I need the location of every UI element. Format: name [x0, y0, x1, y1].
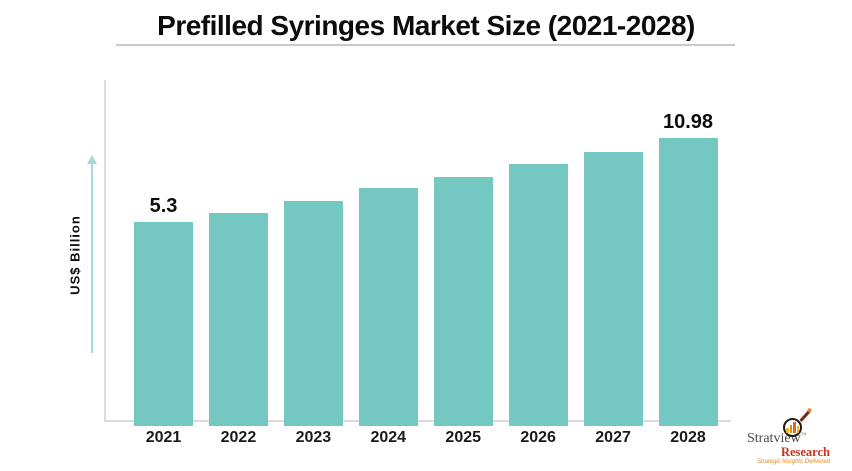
x-tick-label: 2022 — [220, 429, 257, 446]
x-tick-label: 2027 — [595, 429, 631, 446]
x-tick-label: 2024 — [370, 429, 407, 446]
bar-2021 — [134, 222, 193, 426]
magnifier-bars-icon — [783, 418, 802, 437]
x-tick-label: 2025 — [445, 429, 482, 446]
y-axis-label: US$ Billion — [67, 215, 83, 295]
logo-tagline: Strategic Insights Delivered — [756, 459, 830, 465]
bar-2026 — [508, 164, 568, 426]
bar-2025 — [433, 177, 493, 426]
bar-2027 — [583, 152, 643, 426]
trademark-symbol: ™ — [800, 432, 807, 439]
x-tick-label: 2028 — [670, 429, 706, 446]
magnifier-handle-icon — [799, 409, 811, 423]
bar-2022 — [208, 213, 268, 426]
y-axis-line — [104, 80, 106, 421]
y-axis-arrow — [91, 164, 93, 353]
x-tick-label: 2023 — [295, 429, 332, 446]
x-tick-label: 2026 — [520, 429, 556, 446]
bar-2023 — [283, 201, 343, 426]
bar-value-label: 5.3 — [149, 195, 178, 217]
stratview-logo: Stratview™ Research Strategic Insights D… — [744, 406, 836, 466]
bar-2028 — [658, 138, 718, 426]
bar-2024 — [358, 188, 418, 426]
logo-division-text: Research — [780, 445, 830, 459]
y-axis-arrow-head-icon — [87, 155, 97, 164]
title-underline — [116, 44, 735, 46]
chart-title: Prefilled Syringes Market Size (2021-202… — [157, 10, 695, 41]
x-tick-label: 2021 — [145, 429, 182, 446]
bar-value-label: 10.98 — [662, 111, 714, 133]
